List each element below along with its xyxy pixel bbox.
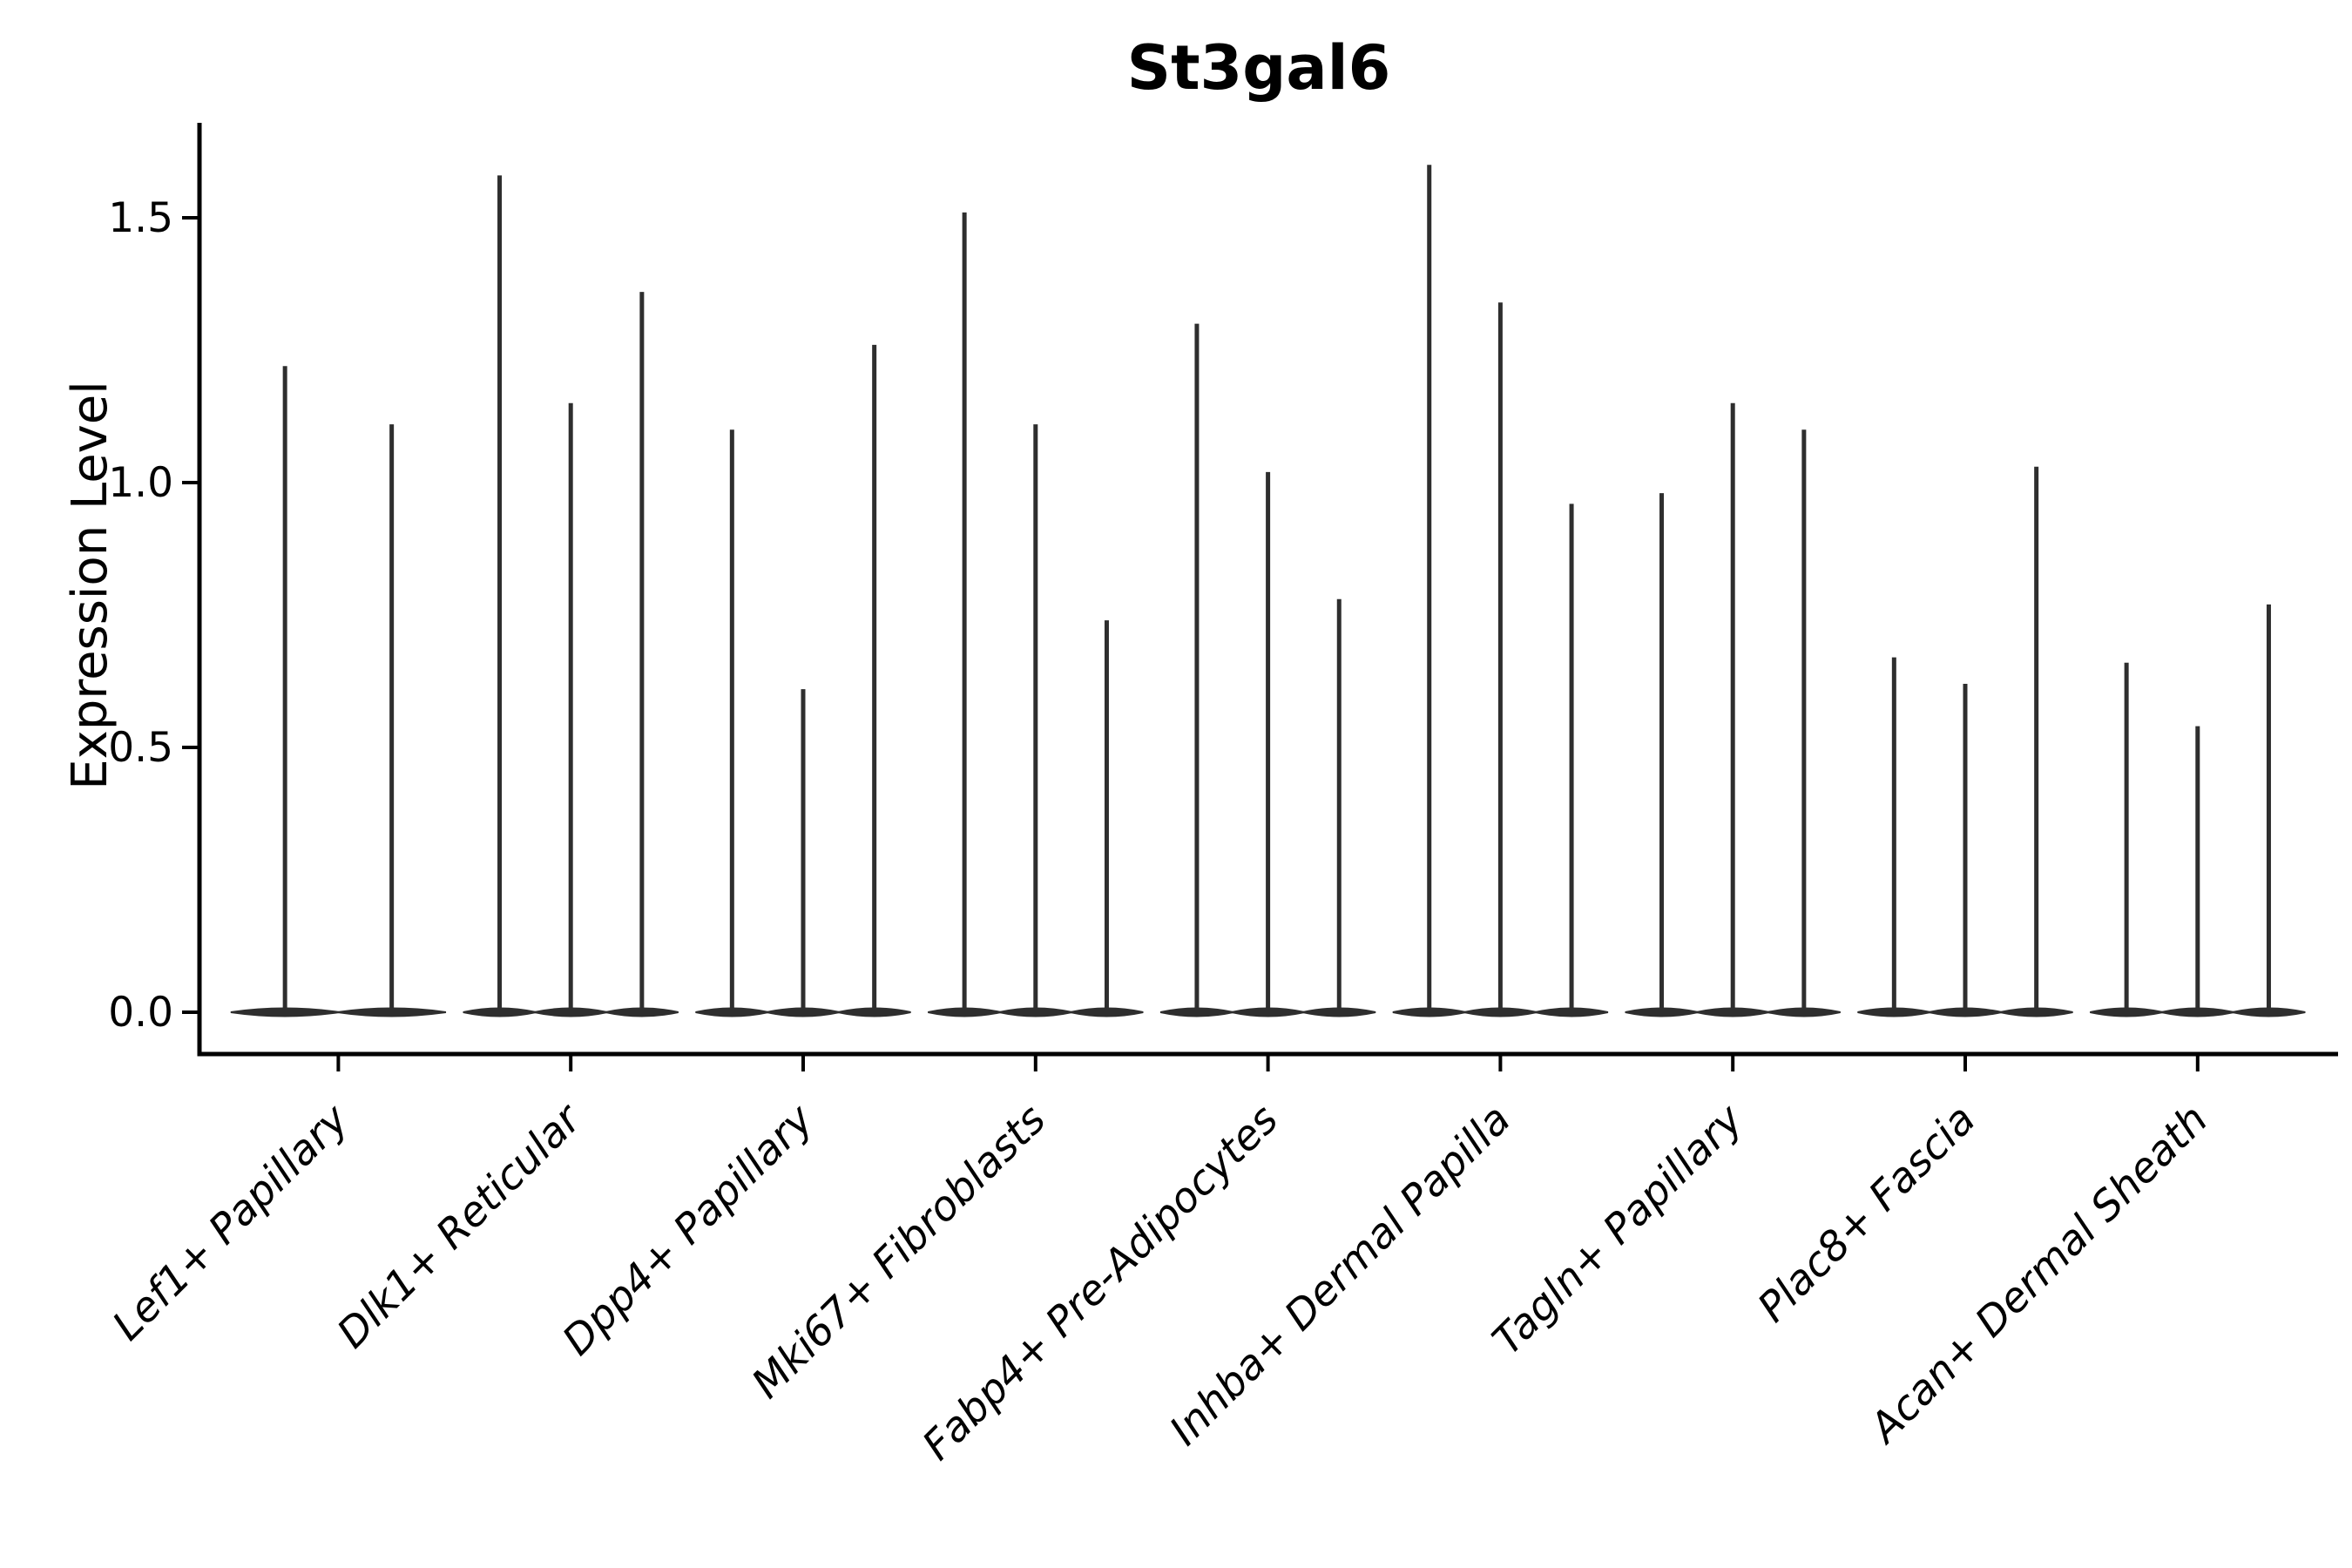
violin-body xyxy=(1999,1007,2073,1017)
violin-body xyxy=(2090,1007,2164,1017)
x-tick-label: Dlk1+ Reticular xyxy=(328,1094,592,1358)
violin-body xyxy=(1302,1007,1376,1017)
violin-body xyxy=(1231,1007,1305,1017)
axis-spines xyxy=(197,123,2338,1057)
violin-body xyxy=(766,1007,841,1017)
violin-body xyxy=(1625,1007,1699,1017)
violin-body xyxy=(1928,1007,2003,1017)
x-tick-label: Tagln+ Papillary xyxy=(1484,1095,1754,1365)
violin-body xyxy=(1857,1007,1931,1017)
violin-body xyxy=(1159,1007,1233,1017)
violin-body xyxy=(695,1007,769,1017)
violin-body xyxy=(534,1007,608,1017)
violin-body xyxy=(1463,1007,1538,1017)
x-tick-label: Dpp4+ Papillary xyxy=(553,1095,823,1365)
violin-body xyxy=(1535,1007,1609,1017)
violin-body xyxy=(1767,1007,1841,1017)
violin-body xyxy=(837,1007,911,1017)
y-tick-label: 0.0 xyxy=(108,989,173,1037)
violin-body xyxy=(1070,1007,1144,1017)
violin-body xyxy=(2232,1007,2306,1017)
violin-body xyxy=(2160,1007,2234,1017)
violin-body xyxy=(337,1007,447,1017)
x-tick-label: Plac8+ Fascia xyxy=(1748,1096,1984,1332)
x-tick-label: Lef1+ Papillary xyxy=(104,1095,359,1350)
violin-body xyxy=(463,1007,537,1017)
y-tick-label: 1.0 xyxy=(108,459,173,507)
y-tick-label: 0.5 xyxy=(108,724,173,772)
violin-body xyxy=(928,1007,1002,1017)
y-axis-label: Expression Level xyxy=(62,381,118,790)
violin-body xyxy=(605,1007,679,1017)
violin-body xyxy=(998,1007,1072,1017)
y-tick-label: 1.5 xyxy=(108,194,173,242)
violin-body xyxy=(1392,1007,1466,1017)
violin-body xyxy=(1696,1007,1770,1017)
chart-title: St3gal6 xyxy=(1127,32,1391,104)
violin-body xyxy=(230,1007,340,1017)
